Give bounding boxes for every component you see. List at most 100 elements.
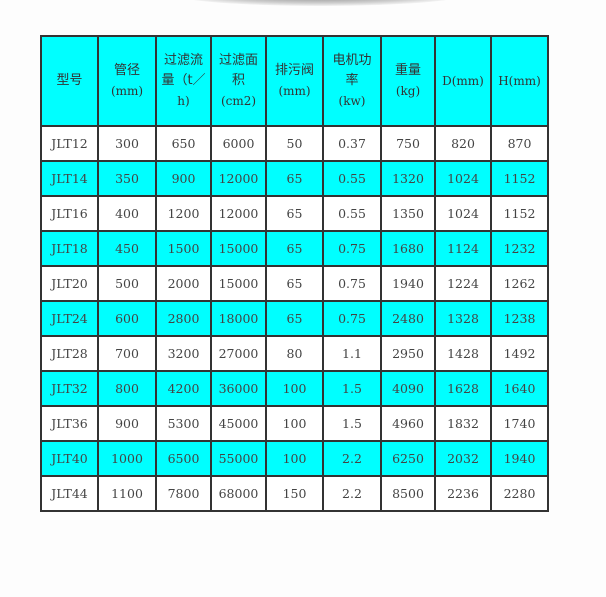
header-line: 排污阀 (274, 62, 314, 78)
table-cell: 100 (265, 370, 324, 407)
table-cell: 2000 (155, 265, 212, 302)
header-line: h) (177, 93, 190, 108)
column-header: 电机功率 (kw) (322, 35, 382, 127)
table-cell: 800 (97, 370, 157, 407)
table-cell: 27000 (210, 335, 267, 372)
table-row: JLT28 700 3200 27000 80 1.1 2950 1428 1492 (40, 335, 549, 372)
table-cell: 0.37 (322, 125, 382, 162)
table-cell: 150 (265, 475, 324, 512)
table-cell: 1200 (155, 195, 212, 232)
table-cell: 65 (265, 300, 324, 337)
table-cell: 4090 (380, 370, 436, 407)
column-header: 过滤面积 (cm2) (210, 35, 267, 127)
table-cell: 1124 (434, 230, 492, 267)
header-line: (mm) (278, 83, 311, 98)
header-line: 型号 (56, 73, 83, 88)
table-cell: 1224 (434, 265, 492, 302)
table-cell: 3200 (155, 335, 212, 372)
column-header: 重量 (kg) (380, 35, 436, 127)
table-cell: 1500 (155, 230, 212, 267)
header-line: 电机功 (332, 52, 372, 68)
table-cell: 12000 (210, 160, 267, 197)
table-cell: 1428 (434, 335, 492, 372)
table-cell: 0.55 (322, 160, 382, 197)
table-cell: 2950 (380, 335, 436, 372)
table-cell: 1680 (380, 230, 436, 267)
header-line: (kw) (338, 93, 366, 108)
table-cell: 1628 (434, 370, 492, 407)
table-cell: 1328 (434, 300, 492, 337)
table-cell: 2.2 (322, 440, 382, 477)
table-cell: 500 (97, 265, 157, 302)
header-line: (cm2) (220, 93, 257, 108)
spec-table: 型号 管径 (mm) 过滤流 量（t／ h) 过滤面积 (cm2) 排污阀 (mm) 电机功率 (kw… (40, 35, 549, 512)
table-cell: 1740 (490, 405, 549, 442)
table-row: JLT24 600 2800 18000 65 0.75 2480 1328 1238 (40, 300, 549, 337)
table-cell: 0.75 (322, 230, 382, 267)
table-cell: 1024 (434, 195, 492, 232)
table-row: JLT36 900 5300 45000 100 1.5 4960 1832 1740 (40, 405, 549, 442)
column-header: 过滤流 量（t／ h) (155, 35, 212, 127)
table-cell: 1940 (380, 265, 436, 302)
table-cell: 1100 (97, 475, 157, 512)
table-cell: 1000 (97, 440, 157, 477)
table-cell: 1320 (380, 160, 436, 197)
table-cell: 65 (265, 265, 324, 302)
header-row: 型号 管径 (mm) 过滤流 量（t／ h) 过滤面积 (cm2) 排污阀 (mm) 电机功率 (kw… (40, 35, 549, 127)
table-cell: 1152 (490, 160, 549, 197)
table-cell: 1262 (490, 265, 549, 302)
table-cell: 300 (97, 125, 157, 162)
table-cell: 6000 (210, 125, 267, 162)
table-row: JLT32 800 4200 36000 100 1.5 4090 1628 1640 (40, 370, 549, 407)
table-cell: 2800 (155, 300, 212, 337)
table-cell: 2032 (434, 440, 492, 477)
table-cell: 650 (155, 125, 212, 162)
table-cell: 36000 (210, 370, 267, 407)
table-cell: 2480 (380, 300, 436, 337)
table-cell: 65 (265, 160, 324, 197)
header-line: 量（t／ (161, 72, 206, 88)
table-cell: 1.5 (322, 370, 382, 407)
table-cell: 600 (97, 300, 157, 337)
table-cell: 900 (155, 160, 212, 197)
column-header: 型号 (40, 35, 99, 127)
table-cell: 450 (97, 230, 157, 267)
header-line: 率 (345, 72, 359, 88)
table-cell: 900 (97, 405, 157, 442)
table-cell: 65 (265, 195, 324, 232)
table-cell: 1350 (380, 195, 436, 232)
table-cell: 1.5 (322, 405, 382, 442)
table-cell: 15000 (210, 230, 267, 267)
table-cell: 820 (434, 125, 492, 162)
table-cell: 55000 (210, 440, 267, 477)
header-line: 重量 (394, 62, 421, 78)
header-line: 积 (231, 72, 245, 88)
table-cell: 80 (265, 335, 324, 372)
table-row: JLT12 300 650 6000 50 0.37 750 820 870 (40, 125, 549, 162)
table-cell: 1832 (434, 405, 492, 442)
table-cell: 50 (265, 125, 324, 162)
table-cell: 4960 (380, 405, 436, 442)
table-cell: JLT36 (40, 405, 99, 442)
table-cell: 4200 (155, 370, 212, 407)
table-cell: 1238 (490, 300, 549, 337)
table-cell: 1.1 (322, 335, 382, 372)
table-cell: 1492 (490, 335, 549, 372)
table-cell: 0.75 (322, 265, 382, 302)
table-cell: 1640 (490, 370, 549, 407)
table-cell: 6500 (155, 440, 212, 477)
table-cell: JLT12 (40, 125, 99, 162)
table-cell: 1940 (490, 440, 549, 477)
table-cell: JLT28 (40, 335, 99, 372)
table-cell: JLT20 (40, 265, 99, 302)
column-header: 排污阀 (mm) (265, 35, 324, 127)
header-line: 管径 (113, 62, 140, 78)
table-row: JLT40 1000 6500 55000 100 2.2 6250 2032 1940 (40, 440, 549, 477)
table-cell: 700 (97, 335, 157, 372)
table-cell: 65 (265, 230, 324, 267)
table-cell: 45000 (210, 405, 267, 442)
table-cell: JLT32 (40, 370, 99, 407)
column-header: H(mm) (490, 35, 549, 127)
table-cell: 12000 (210, 195, 267, 232)
table-cell: 0.55 (322, 195, 382, 232)
